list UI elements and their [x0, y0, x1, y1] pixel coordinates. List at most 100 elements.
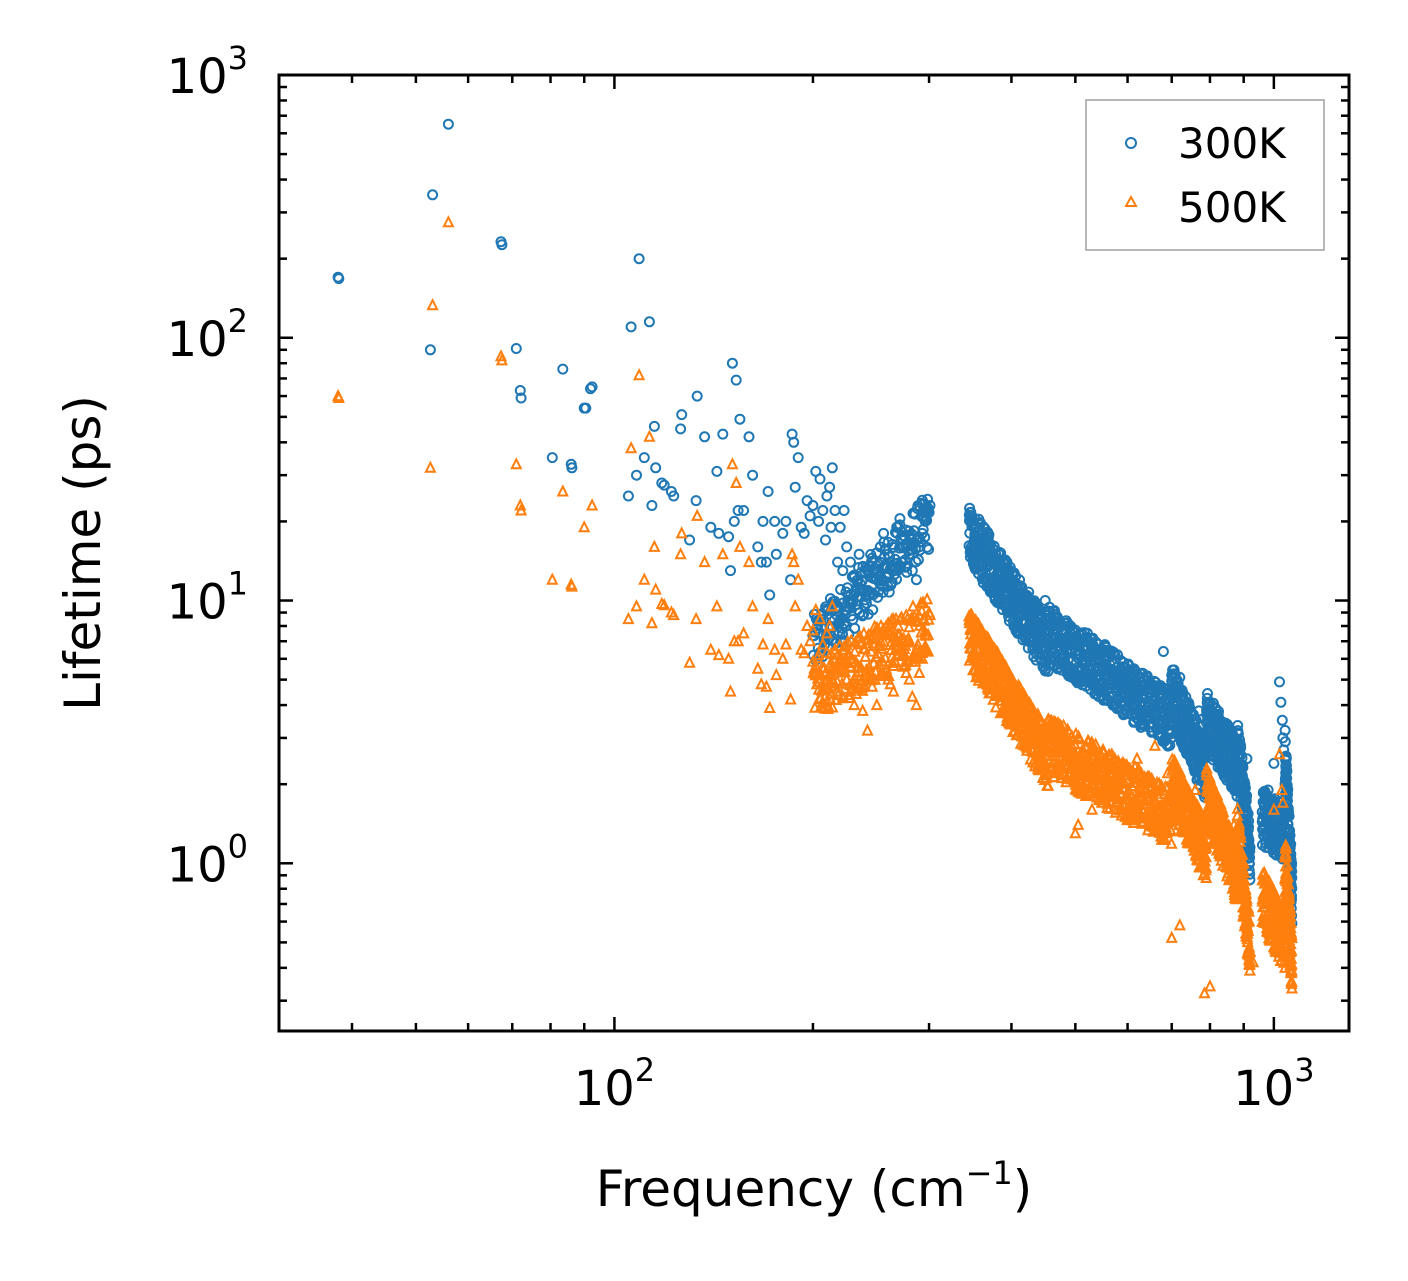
series-500k-point: [867, 656, 880, 669]
legend-label-500k: 500K: [1178, 183, 1287, 232]
series-500k-point: [622, 611, 635, 625]
y-tick-label: 103: [167, 39, 248, 105]
series-500k-point: [785, 547, 799, 560]
series-500k-point: [1021, 740, 1034, 753]
series-500k-point: [832, 687, 845, 701]
series-300k-point: [777, 527, 789, 539]
series-300k-point: [762, 486, 774, 497]
series-300k-point: [1284, 825, 1296, 837]
x-axis-label-end: ): [1013, 1160, 1033, 1218]
series-500k-point: [1161, 766, 1174, 779]
series-300k-point: [424, 344, 436, 356]
series-300k-point: [813, 515, 825, 527]
series-300k-point: [557, 363, 569, 375]
series-300k-point: [910, 574, 922, 586]
series-500k-point: [667, 607, 680, 621]
series-500k-point: [742, 554, 756, 568]
series-500k-point: [848, 644, 861, 657]
y-tick-label: 102: [167, 302, 248, 368]
series-500k-point: [841, 634, 855, 648]
series-300k-point: [921, 541, 933, 553]
series-500k-point: [731, 633, 745, 647]
series-300k-point: [658, 479, 670, 491]
series-500k-point: [1242, 913, 1256, 927]
series-500k-point: [546, 572, 559, 585]
series-300k-point: [1239, 782, 1251, 794]
series-500k-point: [919, 628, 933, 641]
series-300k-point: [1241, 790, 1253, 802]
series-300k-point: [1014, 574, 1026, 586]
series-500k-point: [875, 641, 889, 654]
series-500k-point: [883, 625, 896, 638]
series-500k-point: [806, 623, 820, 636]
series-300k-point: [814, 473, 826, 485]
series-300k-point: [1042, 665, 1054, 677]
series-500k-point: [906, 599, 920, 612]
series-500k-point: [761, 611, 775, 625]
series-500k-point: [871, 621, 884, 634]
y-tick-label-base: 10: [167, 575, 228, 631]
series-300k-point: [780, 515, 792, 527]
series-500k-point: [1227, 817, 1241, 830]
series-500k-point: [332, 390, 345, 403]
series-500k-point: [857, 626, 871, 639]
series-500k-point: [1082, 757, 1095, 770]
series-500k-point: [1234, 830, 1247, 843]
series-300k-point: [894, 519, 906, 531]
series-300k-point: [820, 534, 831, 546]
series-300k-point: [1239, 778, 1251, 790]
series-300k-point: [804, 510, 816, 522]
series-300k-point: [622, 490, 634, 502]
series-300k-point: [1281, 766, 1293, 777]
series-300k-point: [690, 495, 702, 507]
series-300k-point: [691, 390, 703, 402]
series-500k-point: [852, 659, 865, 672]
series-500k-point: [1041, 778, 1055, 791]
series-300k-point: [821, 490, 833, 502]
series-300k-point: [580, 402, 592, 414]
series-500k-point: [877, 634, 891, 647]
series-300k-point: [1213, 705, 1224, 717]
series-300k-point: [723, 531, 735, 543]
series-500k-point: [1085, 802, 1099, 815]
series-500k-point: [1165, 836, 1178, 849]
series-500k-point: [638, 572, 651, 585]
series-500k-point: [1243, 963, 1257, 976]
y-tick-label-exponent: 3: [228, 39, 248, 77]
series-500k-point: [975, 623, 989, 636]
series-500k-point: [746, 599, 759, 612]
series-500k-point: [779, 637, 793, 650]
series-500k-point: [821, 672, 834, 685]
series-500k-point: [691, 508, 704, 521]
y-tick-label-exponent: 2: [228, 302, 248, 340]
series-500k-point: [884, 677, 897, 690]
series-500k-point: [820, 626, 834, 639]
series-500k-point: [1280, 857, 1294, 871]
series-300k-point: [825, 521, 837, 533]
series-500k-point: [514, 503, 528, 516]
x-tick-label: 102: [574, 1051, 655, 1117]
series-300k-point: [755, 556, 767, 568]
series-500k-point: [730, 475, 743, 488]
series-500k-point: [879, 650, 892, 664]
series-500k-point: [1069, 826, 1082, 839]
series-500k-point: [710, 599, 724, 612]
series-500k-point: [866, 679, 879, 692]
series-300k-point: [725, 565, 736, 577]
series-300k-point: [764, 589, 776, 601]
series-300k-point: [711, 465, 723, 477]
series-500k-point: [683, 655, 696, 668]
series-300k-point: [818, 614, 830, 626]
series-500k-point: [1165, 823, 1178, 837]
series-500k-point: [1282, 889, 1296, 902]
y-axis-label: Lifetime (ps): [54, 395, 112, 711]
series-300k-point: [834, 521, 846, 533]
series-500k-point: [494, 349, 508, 362]
series-300k-point: [442, 118, 454, 130]
series-500k-point: [1179, 778, 1192, 791]
series-500k-point: [1089, 737, 1102, 750]
series-500k-point: [755, 677, 768, 690]
series-500k-point: [861, 723, 874, 736]
series-500k-point: [712, 647, 725, 661]
